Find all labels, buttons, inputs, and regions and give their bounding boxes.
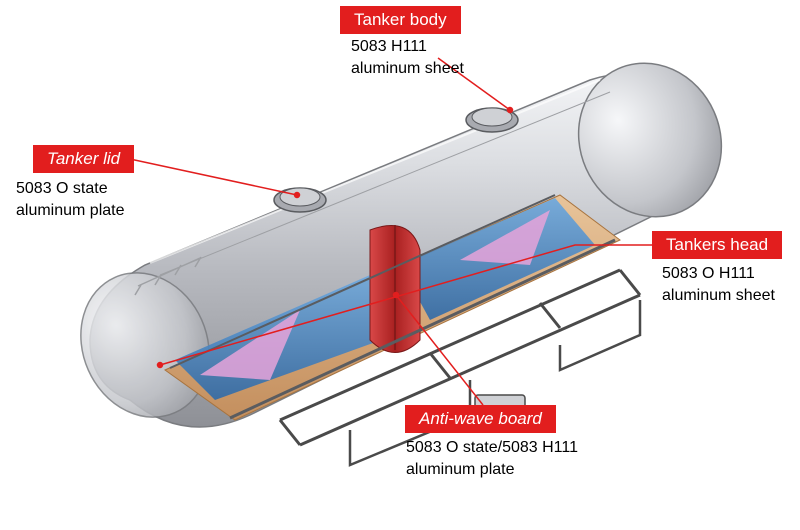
subtext-tanker-body: 5083 H111 aluminum sheet: [351, 36, 464, 81]
subtext-tanker-lid: 5083 O state aluminum plate: [16, 178, 125, 223]
subtext-tankers-head: 5083 O H111 aluminum sheet: [662, 263, 775, 308]
label-tankers-head: Tankers head: [652, 231, 782, 259]
label-anti-wave-board: Anti-wave board: [405, 405, 556, 433]
label-tanker-lid: Tanker lid: [33, 145, 134, 173]
subtext-anti-wave-board: 5083 O state/5083 H111 aluminum plate: [406, 437, 578, 482]
label-tanker-body: Tanker body: [340, 6, 461, 34]
